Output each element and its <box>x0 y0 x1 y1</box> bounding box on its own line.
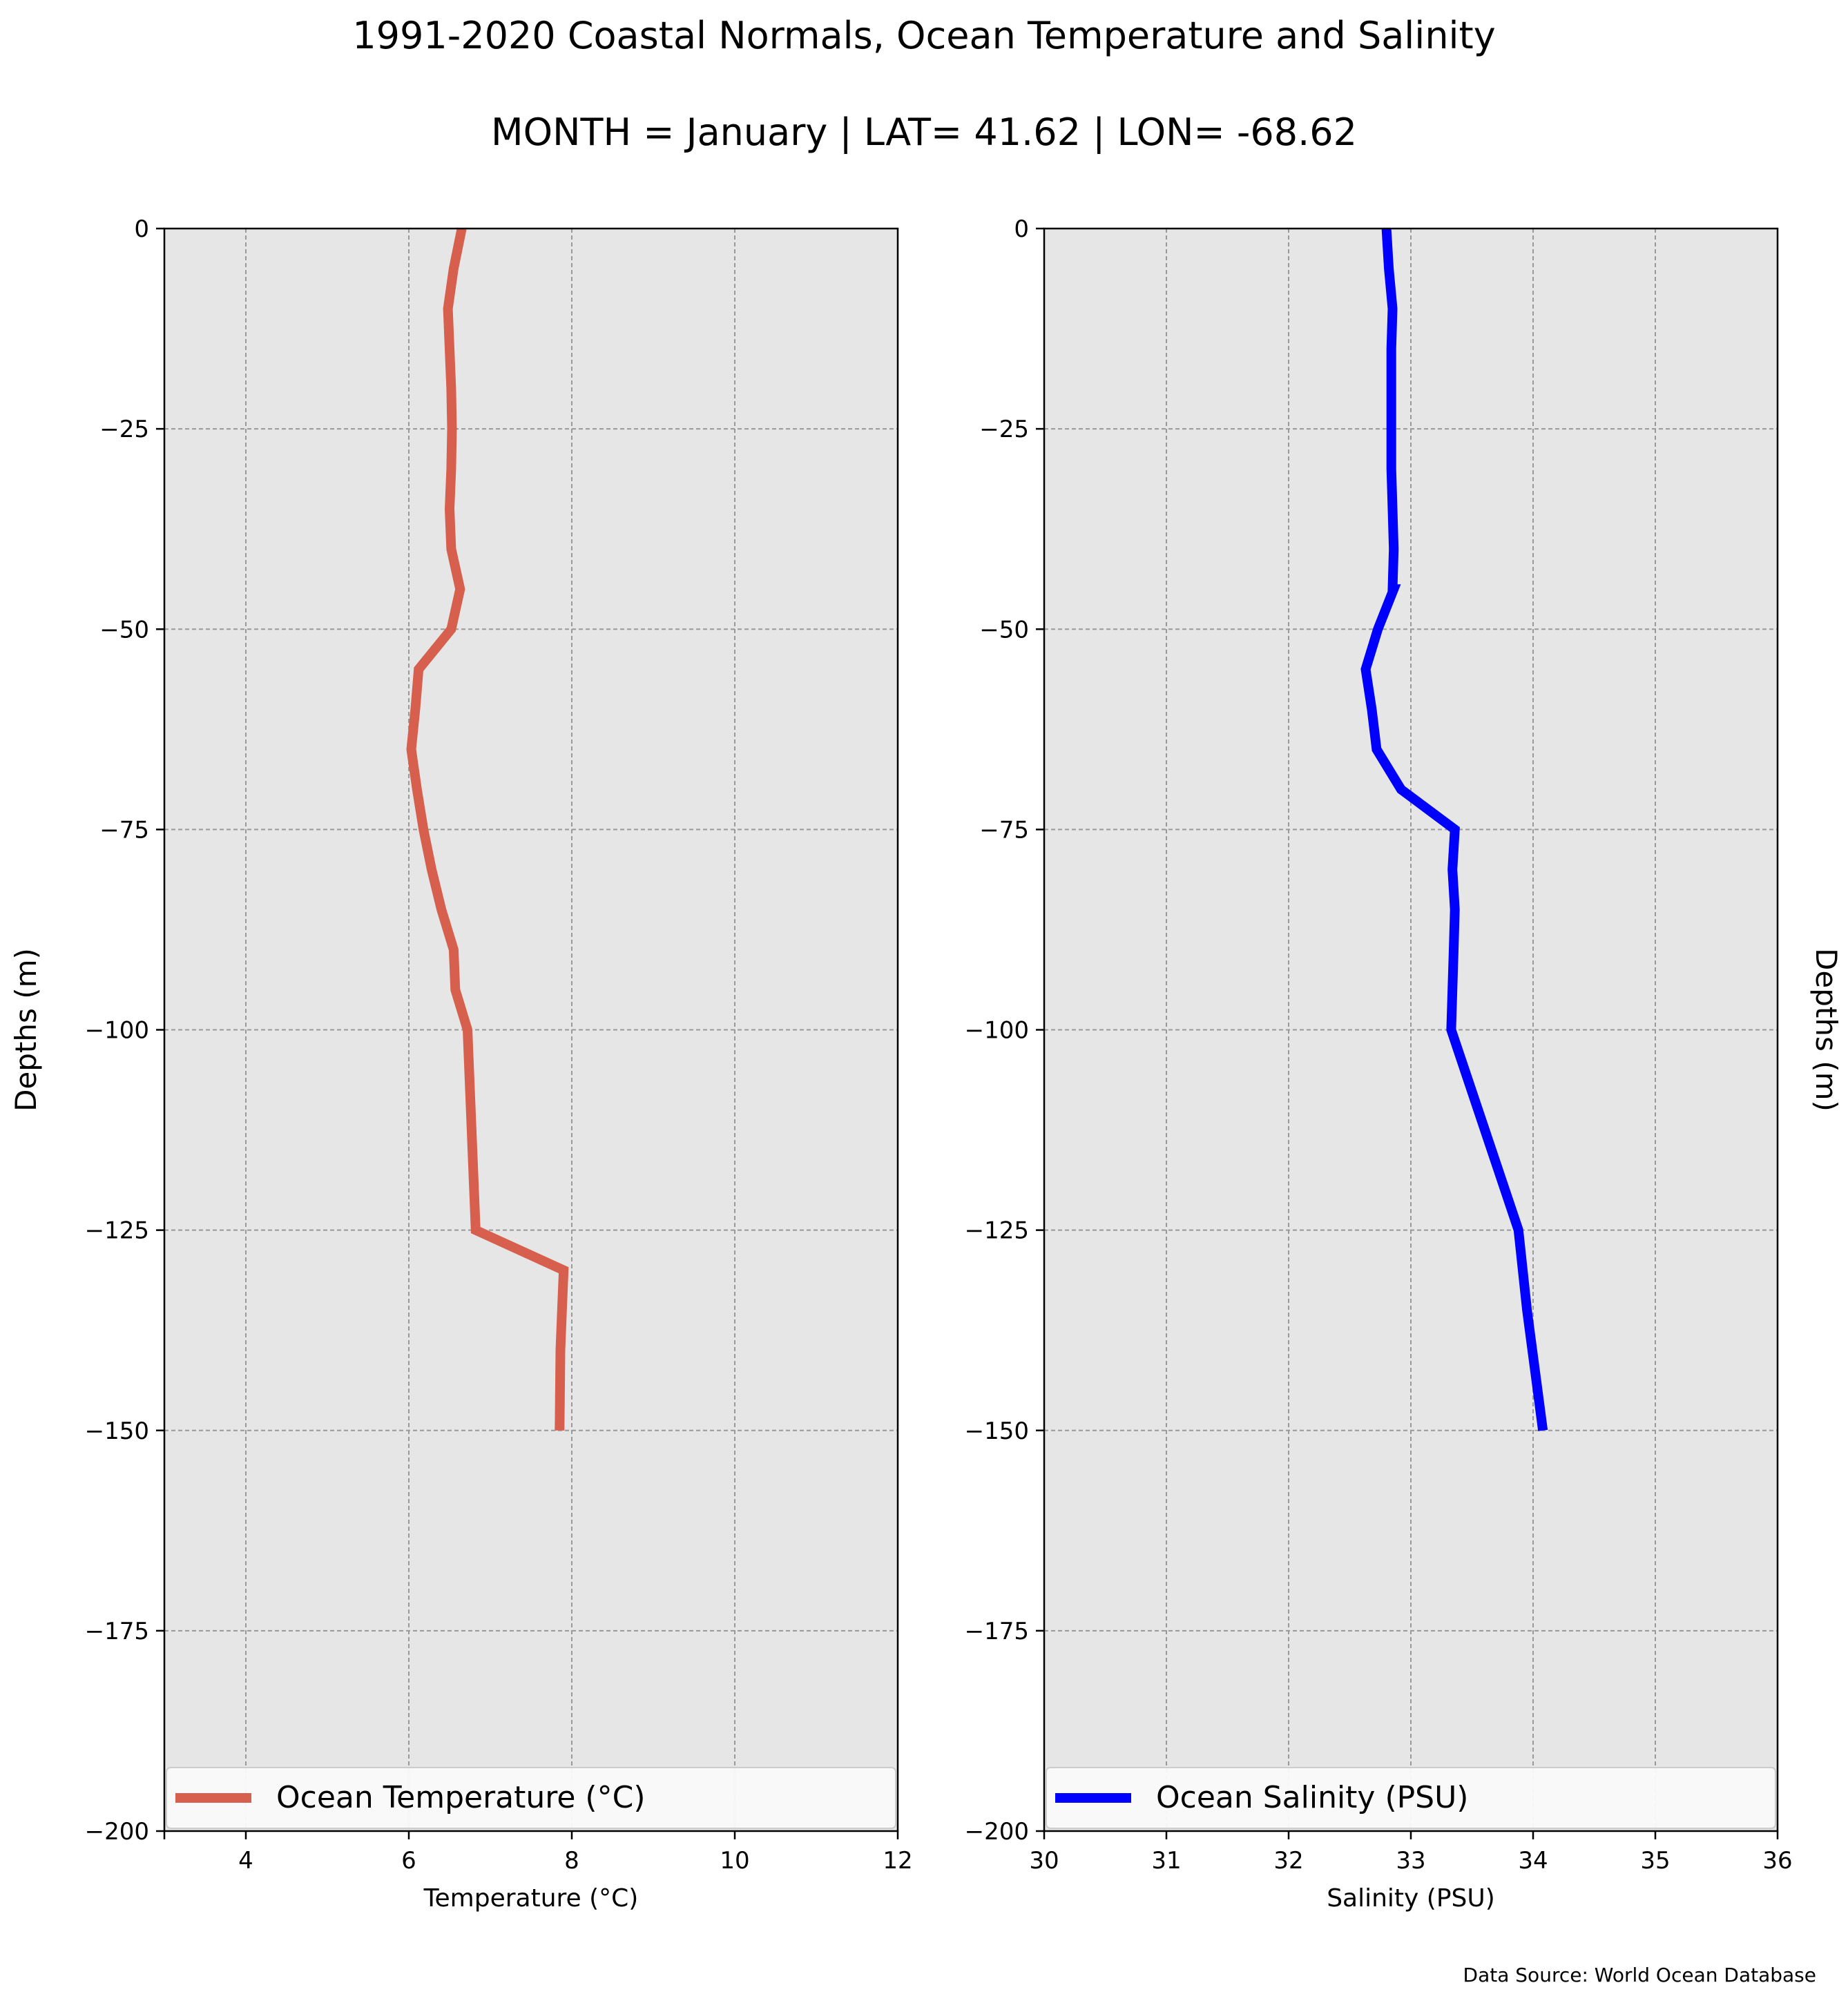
y-tick-label: −100 <box>85 1017 149 1045</box>
x-tick-label: 4 <box>238 1847 253 1875</box>
x-tick-label: 30 <box>1029 1847 1059 1875</box>
series-line-salinity <box>1360 228 1548 1431</box>
temperature-panel: 4 6 8 10 12 0 −25 −50 −75 −100 −125 −150 −175 −200 Tem… <box>9 215 913 1913</box>
y-tick-label: −175 <box>965 1618 1029 1645</box>
chart-subtitle: MONTH = January | LAT= 41.62 | LON= -68.… <box>491 110 1357 154</box>
x-tick-label: 33 <box>1396 1847 1425 1875</box>
y-tick-label: −200 <box>85 1818 149 1846</box>
data-source-note: Data Source: World Ocean Database <box>1463 1964 1816 1986</box>
legend-box <box>1046 1767 1776 1829</box>
x-tick-label: 34 <box>1518 1847 1548 1875</box>
y-tick-label: −125 <box>85 1217 149 1245</box>
y-tick-label: −75 <box>979 816 1029 844</box>
y-tick-label: −25 <box>99 416 149 443</box>
x-tick-label: 8 <box>564 1847 579 1875</box>
series-line-temperature <box>406 227 569 1431</box>
x-tick-label: 32 <box>1273 1847 1303 1875</box>
legend-salinity: Ocean Salinity (PSU) <box>1046 1767 1776 1829</box>
legend-label: Ocean Salinity (PSU) <box>1156 1780 1468 1815</box>
y-tick-label: −200 <box>965 1818 1029 1846</box>
x-tick-label: 36 <box>1762 1847 1792 1875</box>
y-tick-label: −50 <box>99 616 149 644</box>
y-tick-label: −100 <box>965 1017 1029 1045</box>
y-axis-title-temperature: Depths (m) <box>9 948 43 1112</box>
x-tick-label: 12 <box>883 1847 912 1875</box>
y-tick-label: −175 <box>85 1618 149 1645</box>
legend-temperature: Ocean Temperature (°C) <box>166 1767 896 1829</box>
y-tick-label: −75 <box>99 816 149 844</box>
y-axis-title-salinity: Depths (m) <box>1809 948 1843 1112</box>
y-tick-label: −150 <box>965 1417 1029 1445</box>
y-tick-label: −150 <box>85 1417 149 1445</box>
salinity-panel: 30 31 32 33 34 35 36 0 −25 −50 −75 −100 −125 −150 −175… <box>965 215 1843 1913</box>
y-tick-label: 0 <box>1014 215 1029 243</box>
y-tick-label: 0 <box>134 215 149 243</box>
y-tick-label: −125 <box>965 1217 1029 1245</box>
legend-label: Ocean Temperature (°C) <box>276 1780 646 1815</box>
x-tick-label: 35 <box>1640 1847 1670 1875</box>
x-tick-label: 10 <box>720 1847 749 1875</box>
x-tick-label: 6 <box>401 1847 416 1875</box>
chart-title: 1991-2020 Coastal Normals, Ocean Tempera… <box>352 14 1495 57</box>
x-axis-title-temperature: Temperature (°C) <box>423 1884 639 1913</box>
y-tick-label: −25 <box>979 416 1029 443</box>
x-axis-title-salinity: Salinity (PSU) <box>1327 1884 1495 1913</box>
x-tick-label: 31 <box>1151 1847 1181 1875</box>
y-tick-label: −50 <box>979 616 1029 644</box>
legend-box <box>166 1767 896 1829</box>
